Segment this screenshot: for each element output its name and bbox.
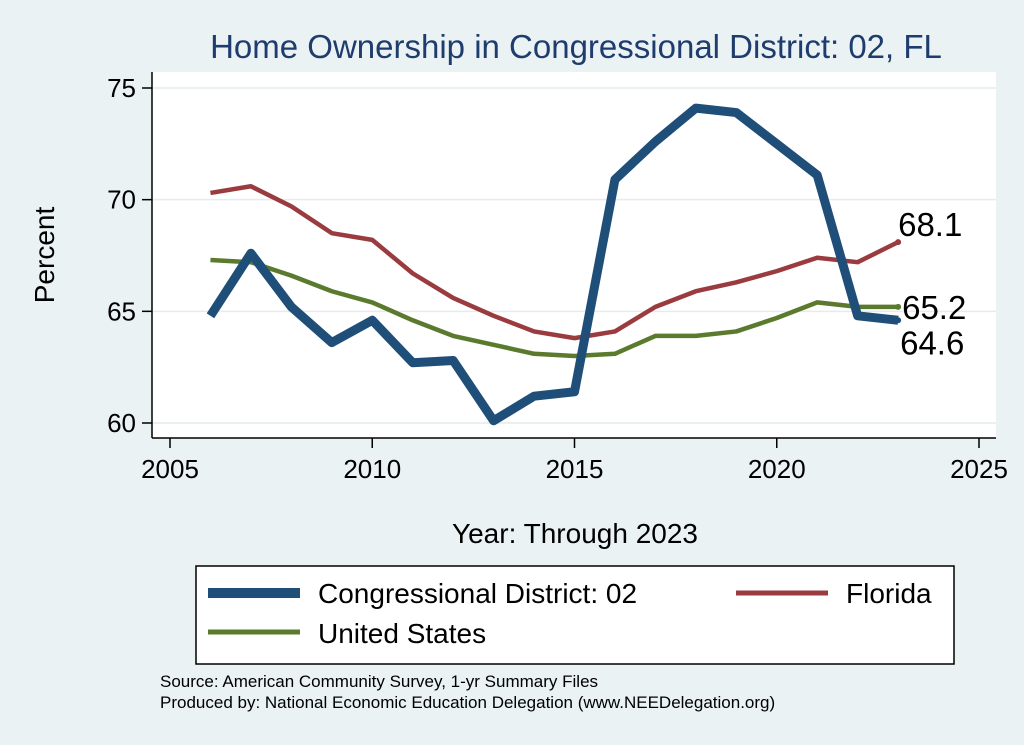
series-line-florida — [210, 184, 900, 341]
source-note: Source: American Community Survey, 1-yr … — [160, 672, 598, 691]
y-ticks: 60 65 70 75 — [107, 73, 152, 438]
producer-note: Produced by: National Economic Education… — [160, 693, 775, 712]
series-group — [206, 103, 900, 426]
chart-title: Home Ownership in Congressional District… — [210, 28, 942, 65]
y-tick-label-65: 65 — [107, 296, 136, 326]
y-tick-label-75: 75 — [107, 73, 136, 103]
legend — [195, 565, 955, 665]
x-ticks: 2005 2010 2015 2020 2025 — [141, 438, 1008, 484]
x-tick-label-2005: 2005 — [141, 454, 199, 484]
legend-label-united-states: United States — [318, 618, 486, 649]
end-label-florida: 68.1 — [898, 206, 962, 243]
end-marker-united-states — [895, 303, 902, 310]
end-label-district: 64.6 — [900, 324, 964, 361]
end-marker-florida — [895, 239, 902, 246]
end-marker-district — [895, 317, 902, 324]
y-tick-label-70: 70 — [107, 185, 136, 215]
x-tick-label-2020: 2020 — [748, 454, 806, 484]
legend-label-district: Congressional District: 02 — [318, 578, 637, 609]
legend-label-florida: Florida — [846, 578, 932, 609]
y-axis-label: Percent — [29, 207, 60, 304]
x-tick-label-2010: 2010 — [343, 454, 401, 484]
end-label-united-states: 65.2 — [902, 289, 966, 326]
x-tick-label-2015: 2015 — [546, 454, 604, 484]
end-labels: 64.6 68.1 65.2 — [895, 206, 966, 361]
x-axis-label: Year: Through 2023 — [452, 518, 698, 549]
series-line-district — [206, 103, 899, 426]
x-tick-label-2025: 2025 — [950, 454, 1008, 484]
series-line-united-states — [210, 257, 899, 359]
y-tick-label-60: 60 — [107, 408, 136, 438]
